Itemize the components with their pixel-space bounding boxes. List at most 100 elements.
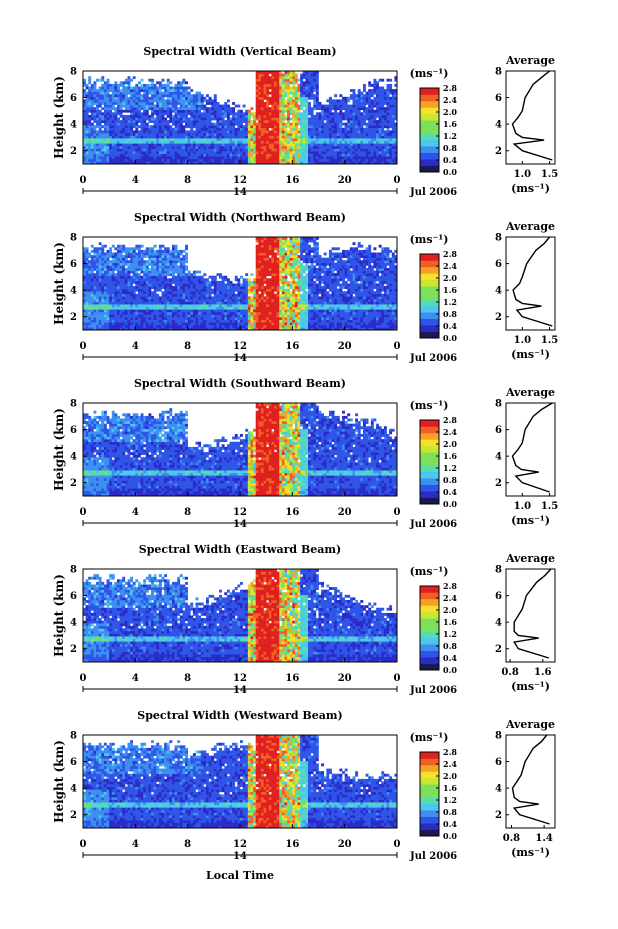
heatmap-cell	[119, 252, 123, 256]
heatmap-cell	[198, 319, 202, 323]
heatmap-cell	[140, 122, 144, 126]
heatmap-cell	[310, 138, 314, 142]
heatmap-cell	[132, 140, 136, 144]
heatmap-cell	[119, 244, 123, 248]
heatmap-cell	[224, 125, 228, 129]
heatmap-cell	[122, 161, 126, 165]
heatmap-cell	[237, 161, 241, 165]
colorbar-segment	[420, 152, 439, 160]
heatmap-cell	[158, 102, 162, 105]
heatmap-cell	[171, 299, 175, 302]
heatmap-cell	[370, 102, 374, 105]
heatmap-cell	[124, 130, 128, 134]
heatmap-cell	[85, 135, 89, 139]
heatmap-cell	[352, 130, 356, 134]
heatmap-cell	[205, 151, 209, 154]
heatmap-cell	[177, 324, 181, 328]
heatmap-cell	[331, 156, 335, 160]
heatmap-cell	[171, 255, 175, 258]
heatmap-cell	[153, 283, 157, 287]
heatmap-cell	[109, 86, 113, 90]
heatmap-cell	[203, 117, 207, 121]
heatmap-cell	[156, 96, 160, 100]
heatmap-cell	[122, 114, 126, 118]
heatmap-cell	[124, 309, 128, 313]
heatmap-cell	[266, 86, 270, 90]
heatmap-cell	[344, 122, 348, 126]
heatmap-cell	[151, 286, 154, 289]
heatmap-cell	[124, 153, 128, 157]
heatmap-cell	[171, 278, 175, 282]
heatmap-cell	[258, 71, 262, 74]
heatmap-cell	[185, 102, 188, 105]
heatmap-cell	[334, 135, 338, 139]
heatmap-cell	[208, 145, 212, 149]
heatmap-cell	[266, 153, 270, 157]
heatmap-cell	[132, 91, 136, 95]
heatmap-cell	[313, 138, 317, 142]
heatmap-cell	[308, 102, 311, 105]
heatmap-cell	[232, 135, 236, 139]
heatmap-cell	[85, 86, 89, 90]
heatmap-cell	[140, 327, 144, 331]
heatmap-cell	[321, 140, 325, 144]
heatmap-cell	[164, 125, 168, 129]
heatmap-cell	[135, 96, 139, 100]
heatmap-cell	[140, 299, 144, 302]
heatmap-cell	[151, 145, 154, 149]
heatmap-cell	[336, 153, 340, 157]
heatmap-cell	[274, 153, 277, 157]
heatmap-cell	[122, 86, 126, 90]
heatmap-cell	[179, 260, 183, 264]
heatmap-cell	[292, 91, 296, 95]
heatmap-cell	[166, 273, 170, 277]
heatmap-cell	[263, 107, 267, 111]
heatmap-cell	[386, 125, 390, 129]
heatmap-cell	[349, 153, 353, 157]
heatmap-cell	[119, 161, 123, 165]
heatmap-cell	[182, 255, 186, 258]
heatmap-cell	[279, 71, 283, 74]
heatmap-cell	[148, 257, 152, 261]
heatmap-cell	[85, 143, 89, 147]
heatmap-cell	[234, 158, 238, 162]
heatmap-cell	[279, 161, 283, 165]
heatmap-cell	[179, 275, 183, 279]
heatmap-cell	[88, 291, 92, 295]
heatmap-cell	[190, 102, 194, 105]
heatmap-cell	[198, 117, 202, 121]
heatmap-cell	[85, 148, 89, 152]
heatmap-cell	[101, 114, 105, 118]
heatmap-cell	[174, 293, 178, 297]
heatmap-cell	[96, 268, 99, 271]
x-tick-label: 8	[184, 175, 191, 186]
heatmap-cell	[127, 156, 131, 160]
heatmap-cell	[122, 135, 126, 139]
heatmap-cell	[169, 109, 173, 113]
heatmap-cell	[90, 102, 94, 105]
heatmap-cell	[255, 122, 259, 126]
heatmap-cell	[271, 122, 275, 126]
heatmap-cell	[117, 304, 120, 308]
heatmap-cell	[111, 99, 115, 103]
heatmap-cell	[263, 114, 267, 118]
heatmap-cell	[103, 91, 107, 95]
heatmap-cell	[216, 158, 220, 162]
heatmap-cell	[187, 319, 191, 323]
heatmap-cell	[166, 324, 170, 328]
heatmap-cell	[140, 306, 144, 310]
heatmap-cell	[166, 306, 170, 310]
heatmap-cell	[347, 107, 351, 111]
heatmap-cell	[122, 314, 126, 318]
heatmap-cell	[119, 133, 123, 136]
heatmap-cell	[229, 117, 233, 121]
heatmap-cell	[192, 324, 196, 328]
heatmap-cell	[166, 278, 170, 282]
heatmap-cell	[203, 278, 207, 282]
heatmap-cell	[137, 288, 141, 292]
heatmap-cell	[381, 140, 385, 144]
heatmap-cell	[192, 270, 196, 274]
heatmap-cell	[339, 158, 343, 162]
heatmap-cell	[106, 265, 110, 269]
heatmap-cell	[226, 114, 230, 118]
